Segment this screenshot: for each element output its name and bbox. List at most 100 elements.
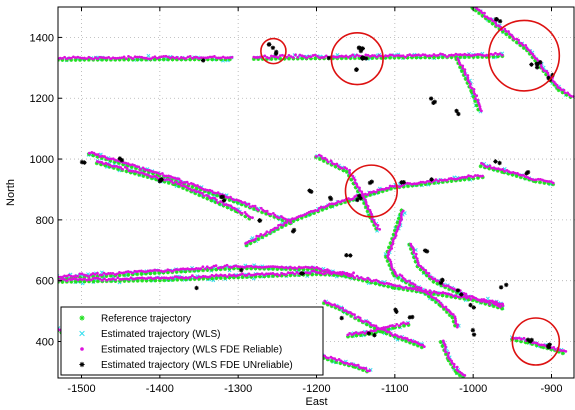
reference-point xyxy=(560,90,565,95)
reference-point xyxy=(471,176,476,181)
fde-reliable-point xyxy=(105,56,108,60)
reference-point xyxy=(223,266,228,271)
reference-point xyxy=(394,224,399,229)
fde-reliable-point xyxy=(483,15,487,18)
fde-reliable-point xyxy=(226,196,230,199)
fde-reliable-point xyxy=(283,221,287,225)
reference-point xyxy=(131,278,136,283)
reference-point xyxy=(78,279,83,284)
fde-reliable-point xyxy=(378,188,382,192)
reference-point xyxy=(188,277,193,282)
fde-reliable-point xyxy=(312,266,316,270)
reference-point xyxy=(244,243,249,248)
fde-reliable-point xyxy=(271,272,275,275)
fde-reliable-point xyxy=(366,276,370,280)
fde-reliable-point xyxy=(243,211,247,214)
fde-unreliable-point xyxy=(459,292,464,297)
fde-reliable-point xyxy=(457,59,461,62)
fde-reliable-point xyxy=(330,303,334,307)
reference-point xyxy=(78,275,83,280)
fde-reliable-point xyxy=(153,276,157,280)
fde-reliable-point xyxy=(210,273,214,277)
fde-reliable-point xyxy=(162,276,166,280)
reference-point xyxy=(154,177,159,182)
fde-reliable-point xyxy=(419,180,423,184)
fde-reliable-point xyxy=(351,197,355,201)
fde-reliable-point xyxy=(389,332,393,335)
fde-reliable-point xyxy=(188,268,192,271)
fde-reliable-point xyxy=(386,54,390,58)
fde-reliable-point xyxy=(334,271,337,275)
reference-point xyxy=(400,278,405,283)
reference-point xyxy=(443,285,448,290)
fde-reliable-point xyxy=(308,271,312,275)
legend-entry-wls: Estimated trajectory (WLS) xyxy=(79,329,220,340)
fde-reliable-point xyxy=(150,169,153,173)
fde-reliable-point xyxy=(403,55,407,59)
fde-reliable-point xyxy=(135,270,139,273)
fde-reliable-point xyxy=(114,278,117,282)
fde-reliable-point xyxy=(96,276,100,280)
fde-reliable-point xyxy=(269,265,273,269)
fde-reliable-point xyxy=(139,269,143,273)
fde-reliable-point xyxy=(164,269,168,273)
fde-reliable-point xyxy=(562,88,566,92)
fde-reliable-point xyxy=(267,212,270,216)
reference-point xyxy=(148,271,153,276)
reference-point xyxy=(249,274,254,279)
fde-reliable-point xyxy=(504,29,508,33)
fde-reliable-point xyxy=(318,56,322,60)
reference-point xyxy=(538,180,543,185)
fde-reliable-point xyxy=(417,53,420,57)
reference-point xyxy=(514,338,519,343)
reference-point xyxy=(407,282,412,287)
reference-point xyxy=(169,177,174,182)
fde-reliable-point xyxy=(171,181,175,185)
fde-reliable-point xyxy=(374,222,378,226)
fde-reliable-point xyxy=(402,286,405,290)
fde-unreliable-point xyxy=(429,177,434,182)
reference-point xyxy=(206,190,211,195)
reference-point xyxy=(243,214,248,219)
fde-reliable-point xyxy=(142,270,146,273)
reference-point xyxy=(178,180,183,185)
fde-reliable-point xyxy=(89,273,93,277)
fde-reliable-point xyxy=(234,264,238,268)
fde-reliable-point xyxy=(452,362,456,366)
fde-reliable-point xyxy=(291,56,295,60)
fde-reliable-point xyxy=(421,53,425,56)
fde-reliable-point xyxy=(372,324,376,327)
fde-reliable-point xyxy=(427,271,431,275)
reference-point xyxy=(556,88,561,93)
fde-unreliable-point xyxy=(456,111,461,117)
fde-reliable-point xyxy=(323,272,327,275)
reference-point xyxy=(233,208,238,213)
fde-reliable-point xyxy=(340,199,344,203)
fde-reliable-point xyxy=(204,56,208,60)
fde-reliable-point xyxy=(498,302,502,306)
fde-reliable-point xyxy=(210,266,214,269)
fde-reliable-point xyxy=(251,273,255,277)
y-tick-label: 400 xyxy=(36,337,54,349)
fde-reliable-point xyxy=(399,215,403,219)
fde-reliable-point xyxy=(83,277,86,281)
reference-point xyxy=(243,203,248,208)
reference-point xyxy=(124,169,129,174)
reference-point xyxy=(279,225,284,230)
fde-reliable-point xyxy=(503,169,506,173)
fde-reliable-point xyxy=(317,271,321,275)
reference-point xyxy=(475,299,480,304)
reference-point xyxy=(307,212,312,217)
fde-reliable-point xyxy=(436,53,440,57)
fde-reliable-point xyxy=(422,345,426,349)
fde-reliable-point xyxy=(314,154,318,158)
fde-reliable-point xyxy=(285,55,289,59)
fde-reliable-point xyxy=(181,267,185,271)
fde-reliable-point xyxy=(560,88,563,92)
fde-reliable-point xyxy=(369,329,373,333)
reference-point xyxy=(217,201,222,206)
reference-point xyxy=(225,205,230,210)
fde-reliable-point xyxy=(387,282,391,286)
fde-unreliable-point xyxy=(354,67,359,72)
